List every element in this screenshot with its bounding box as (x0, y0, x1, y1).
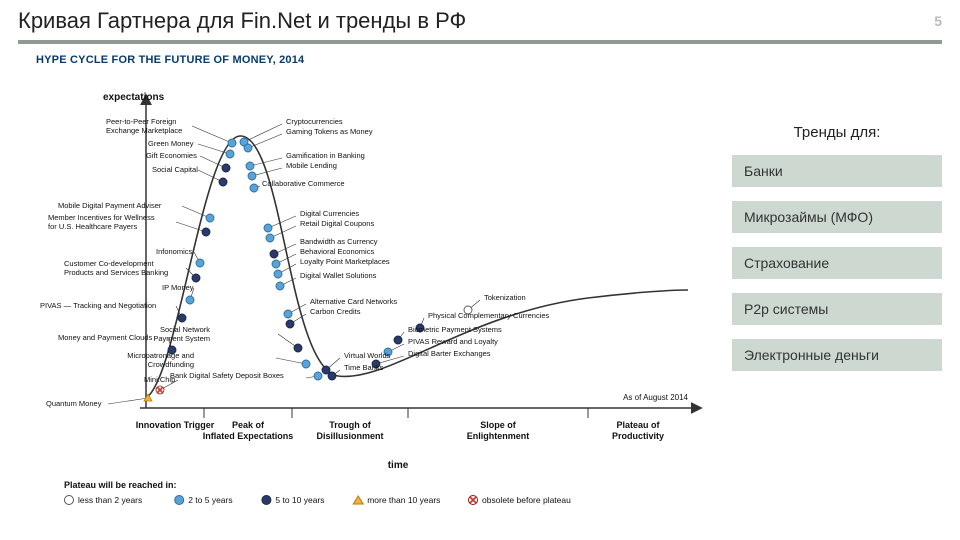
trend-item[interactable]: Страхование (732, 247, 942, 279)
svg-text:Slope of: Slope of (480, 420, 517, 430)
svg-text:Enlightenment: Enlightenment (467, 431, 530, 441)
trends-title: Тренды для: (732, 124, 942, 141)
divider (18, 40, 942, 44)
trend-item[interactable]: Электронные деньги (732, 339, 942, 371)
svg-text:more than 10 years: more than 10 years (367, 495, 440, 505)
svg-text:less than 2 years: less than 2 years (78, 495, 142, 505)
svg-text:Micropatronage and: Micropatronage and (127, 351, 194, 360)
svg-text:Payment System: Payment System (153, 334, 210, 343)
hype-cycle-chart: expectations time Peer-to-Peer ForeignEx… (28, 68, 728, 508)
svg-text:for U.S. Healthcare Payers: for U.S. Healthcare Payers (48, 222, 137, 231)
svg-text:Quantum Money: Quantum Money (46, 399, 102, 408)
svg-text:Mobile Digital Payment Adviser: Mobile Digital Payment Adviser (58, 201, 162, 210)
legend-title: Plateau will be reached in: (64, 480, 177, 490)
svg-text:Bandwidth as Currency: Bandwidth as Currency (300, 237, 378, 246)
svg-text:Digital Wallet Solutions: Digital Wallet Solutions (300, 271, 377, 280)
svg-text:Trough of: Trough of (329, 420, 371, 430)
svg-text:Collaborative Commerce: Collaborative Commerce (262, 179, 345, 188)
svg-text:Digital Barter Exchanges: Digital Barter Exchanges (408, 349, 491, 358)
y-axis-label: expectations (103, 92, 165, 103)
page-number: 5 (934, 13, 942, 29)
svg-text:Disillusionment: Disillusionment (316, 431, 383, 441)
svg-text:Bank Digital Safety Deposit Bo: Bank Digital Safety Deposit Boxes (170, 371, 284, 380)
svg-text:Physical Complementary Currenc: Physical Complementary Currencies (428, 311, 550, 320)
svg-text:Peak of: Peak of (232, 420, 265, 430)
svg-text:Gamification in Banking: Gamification in Banking (286, 151, 365, 160)
svg-text:Inflated Expectations: Inflated Expectations (203, 431, 294, 441)
header: Кривая Гартнера для Fin.Net и тренды в Р… (0, 0, 960, 40)
svg-text:Time Banks: Time Banks (344, 363, 384, 372)
svg-text:PIVAS — Tracking and Negotiati: PIVAS — Tracking and Negotiation (40, 301, 156, 310)
svg-text:Cryptocurrencies: Cryptocurrencies (286, 117, 343, 126)
svg-text:Retail Digital Coupons: Retail Digital Coupons (300, 219, 374, 228)
svg-text:obsolete before plateau: obsolete before plateau (482, 495, 571, 505)
svg-text:Social Capital: Social Capital (152, 165, 198, 174)
svg-text:Biometric Payment Systems: Biometric Payment Systems (408, 325, 502, 334)
svg-text:IP Money: IP Money (162, 283, 194, 292)
svg-text:Carbon Credits: Carbon Credits (310, 307, 361, 316)
svg-text:Productivity: Productivity (612, 431, 664, 441)
svg-text:Alternative Card Networks: Alternative Card Networks (310, 297, 397, 306)
svg-text:Social Network: Social Network (160, 325, 210, 334)
svg-text:Infonomics: Infonomics (156, 247, 193, 256)
svg-text:Gift Economies: Gift Economies (146, 151, 197, 160)
svg-text:Customer Co-development: Customer Co-development (64, 259, 155, 268)
svg-text:Mobile Lending: Mobile Lending (286, 161, 337, 170)
trend-item[interactable]: Микрозаймы (МФО) (732, 201, 942, 233)
svg-text:Exchange Marketplace: Exchange Marketplace (106, 126, 182, 135)
trends-panel: Тренды для: Банки Микрозаймы (МФО) Страхов… (732, 124, 942, 385)
trend-item[interactable]: Банки (732, 155, 942, 187)
svg-text:Green Money: Green Money (148, 139, 194, 148)
svg-text:PIVAS Reward and Loyalty: PIVAS Reward and Loyalty (408, 337, 498, 346)
x-axis-label: time (388, 460, 409, 471)
svg-text:Crowdfunding: Crowdfunding (148, 360, 194, 369)
svg-text:Plateau of: Plateau of (616, 420, 660, 430)
svg-text:Products and Services Banking: Products and Services Banking (64, 268, 168, 277)
svg-text:Member Incentives for Wellness: Member Incentives for Wellness (48, 213, 155, 222)
svg-text:Virtual Worlds: Virtual Worlds (344, 351, 391, 360)
svg-text:Innovation Trigger: Innovation Trigger (136, 420, 215, 430)
svg-text:5 to 10 years: 5 to 10 years (275, 495, 324, 505)
svg-text:Money and Payment Clouds: Money and Payment Clouds (58, 333, 152, 342)
svg-text:Gaming Tokens as Money: Gaming Tokens as Money (286, 127, 373, 136)
page-title: Кривая Гартнера для Fin.Net и тренды в Р… (18, 8, 466, 34)
svg-text:Peer-to-Peer Foreign: Peer-to-Peer Foreign (106, 117, 176, 126)
svg-text:Tokenization: Tokenization (484, 293, 526, 302)
trend-item[interactable]: P2p системы (732, 293, 942, 325)
svg-text:2 to 5 years: 2 to 5 years (188, 495, 232, 505)
chart-subtitle: HYPE CYCLE FOR THE FUTURE OF MONEY, 2014 (0, 50, 960, 70)
svg-text:Loyalty Point Marketplaces: Loyalty Point Marketplaces (300, 257, 390, 266)
svg-text:Behavioral Economics: Behavioral Economics (300, 247, 374, 256)
chart-footnote: As of August 2014 (623, 393, 688, 402)
svg-text:Digital Currencies: Digital Currencies (300, 209, 359, 218)
